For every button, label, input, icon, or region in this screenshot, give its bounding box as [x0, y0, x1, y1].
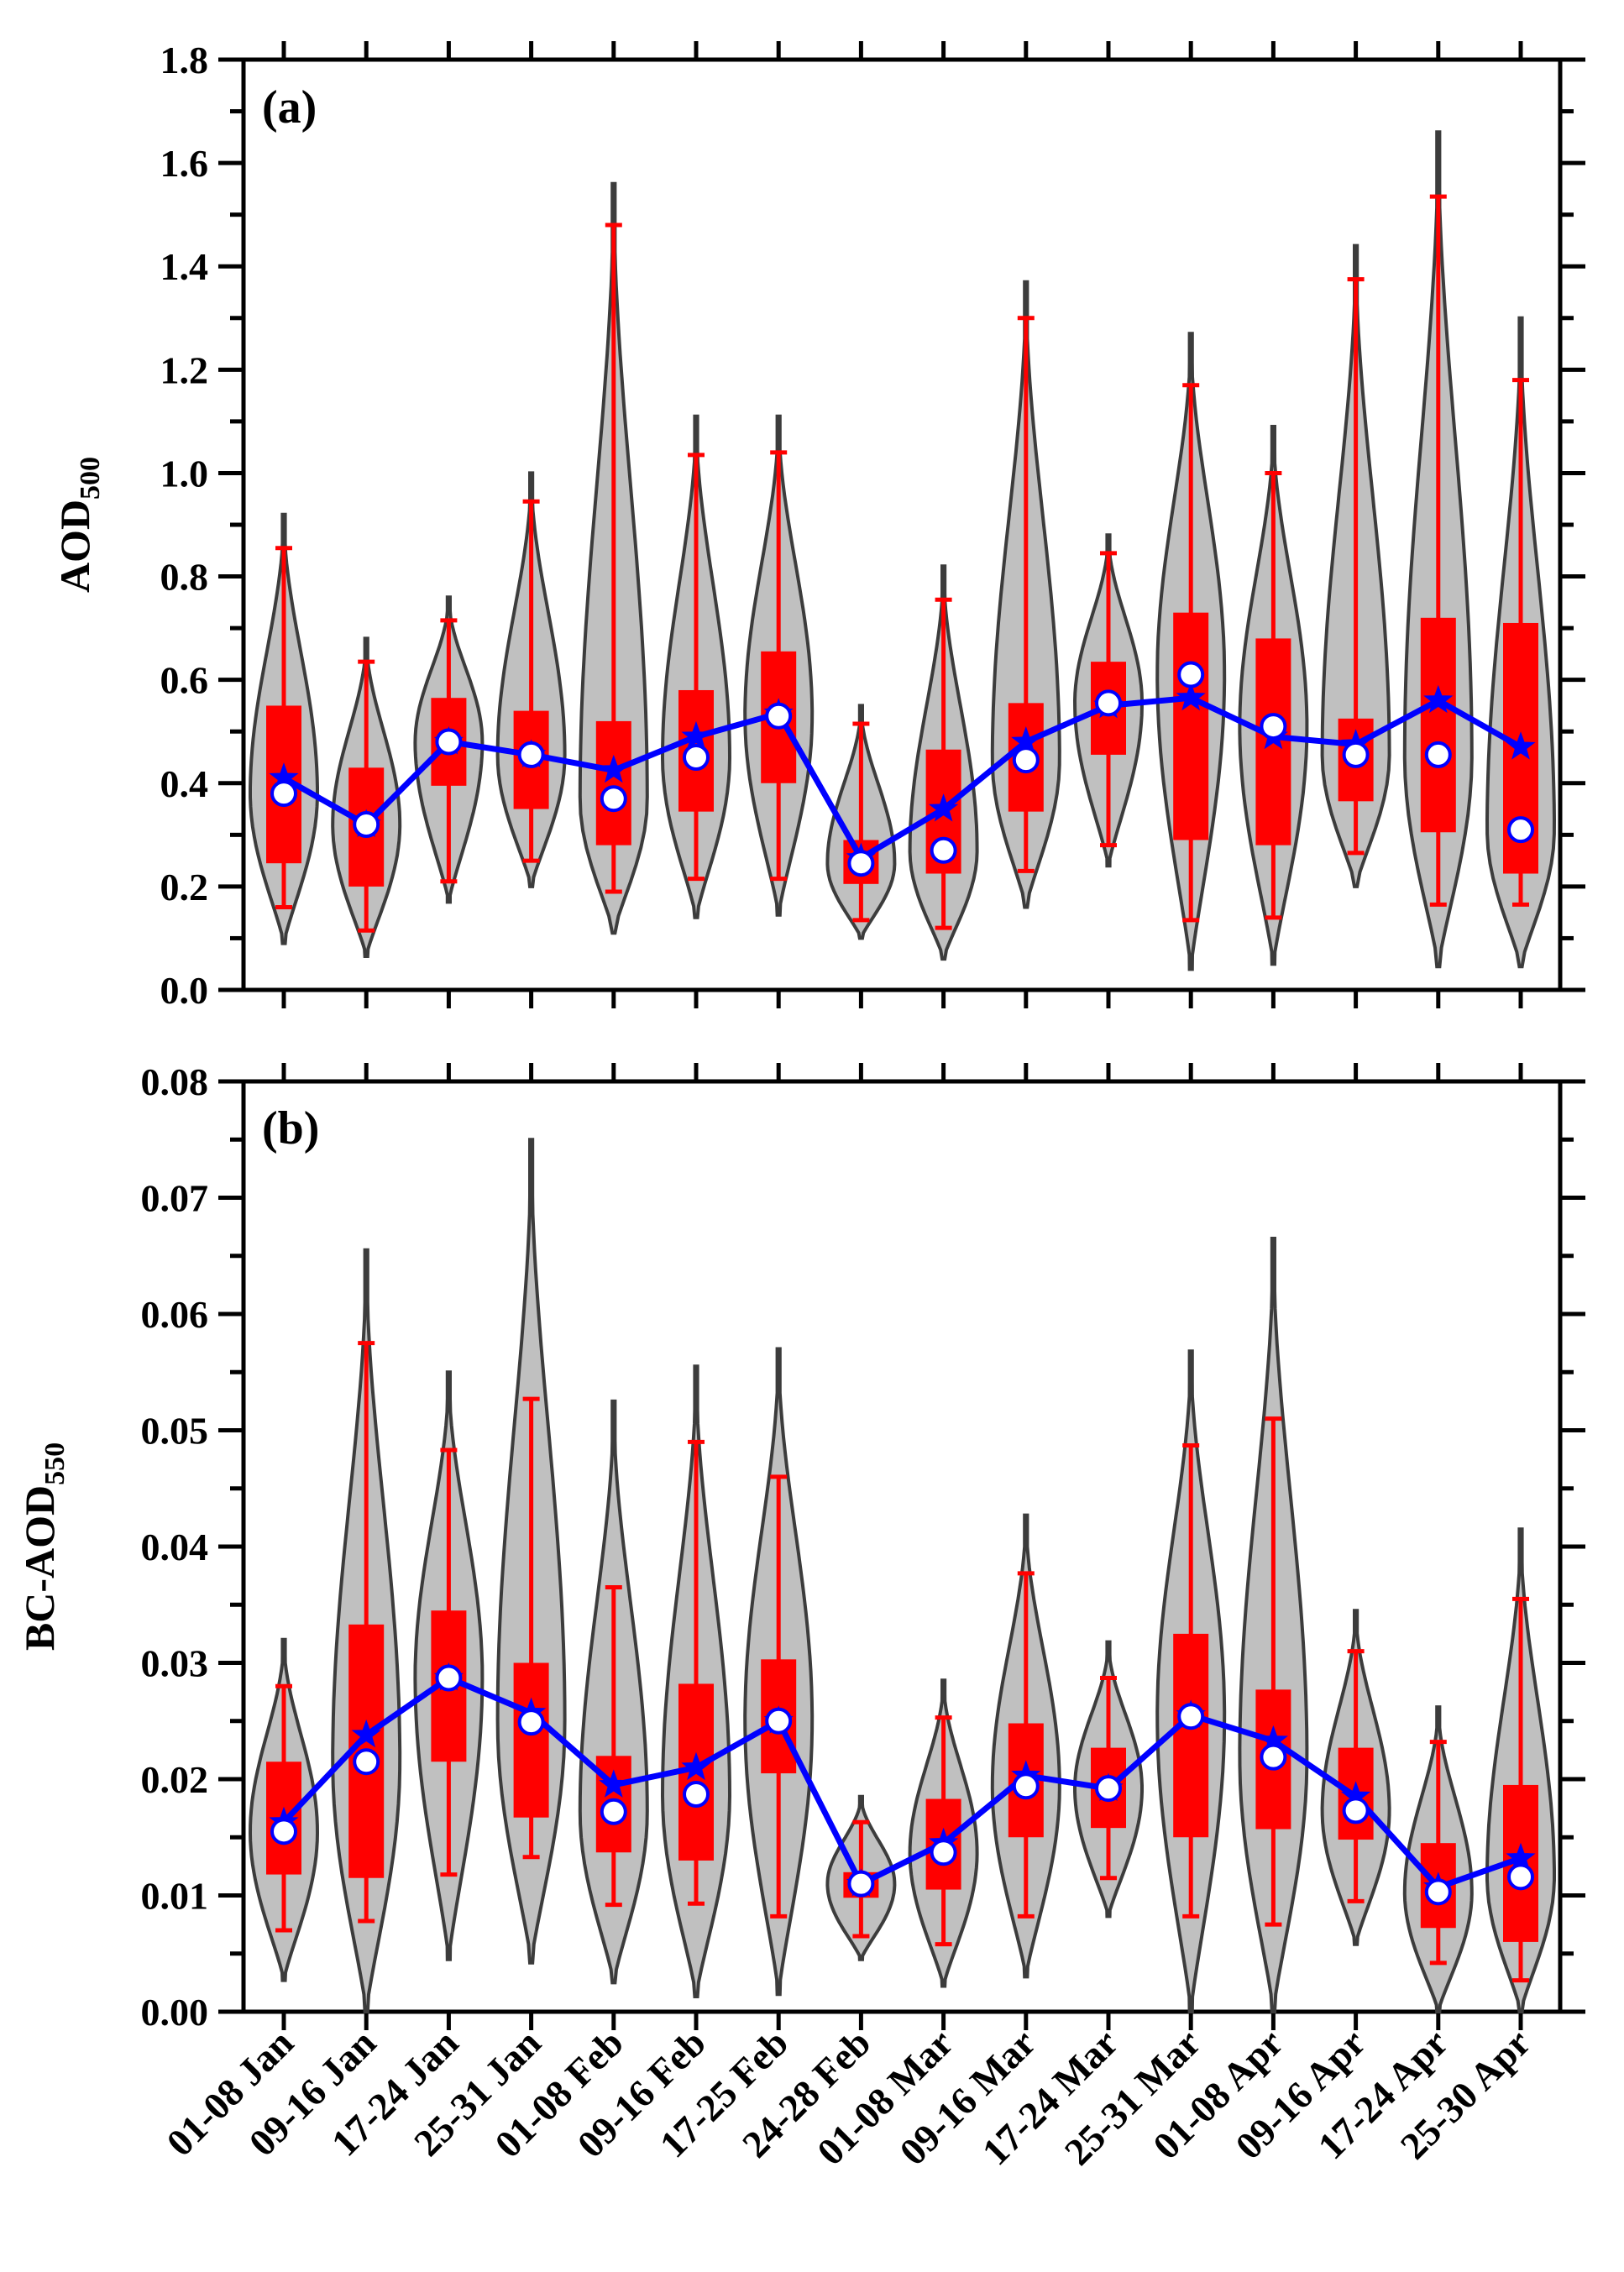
panel-a-label: (a)	[262, 81, 317, 133]
panel-a-mean-line	[282, 694, 1522, 861]
panel-a-plot-area: 0.0 0.2 0.4 0.6 0.8 1.0 1.2 1.4 1.6 1.8	[160, 39, 1585, 1012]
panel-b-mean-line	[281, 1675, 1522, 1891]
panel-a-y-tick-label: 1.2	[160, 348, 209, 391]
panel-b-iqr-box-25-31-jan	[513, 1662, 549, 1818]
panel-b-y-tick-label: 0.02	[141, 1758, 209, 1801]
panel-a-mean-star-17-24-apr	[1423, 684, 1454, 714]
panel-b-median-marker-17-25-feb	[765, 1707, 793, 1735]
panel-a-median-marker-01-08-apr	[1260, 713, 1287, 741]
panel-b-median-marker-01-08-jan	[270, 1818, 297, 1845]
panel-b-mean-star-09-16-feb	[681, 1751, 711, 1781]
panel-a-median-marker-17-24-mar	[1095, 689, 1122, 717]
panel-a-y-tick-label: 0.0	[160, 969, 209, 1012]
panel-b-median-marker-17-24-jan	[435, 1664, 463, 1692]
panel-a-y-tick-label: 1.8	[160, 39, 209, 81]
panel-a-median-marker-17-24-apr	[1424, 741, 1452, 768]
panel-b-label: (b)	[262, 1102, 319, 1154]
panel-a-aod500: 0.0 0.2 0.4 0.6 0.8 1.0 1.2 1.4 1.6 1.8 (a) AOD50…	[51, 39, 1585, 1012]
panel-b-median-marker-01-08-apr	[1260, 1743, 1287, 1771]
panel-b-median-marker-24-28-feb	[847, 1870, 875, 1898]
panel-b-y-axis-title-sub: 550	[39, 1442, 71, 1485]
panel-b-iqr-box-25-31-mar	[1173, 1633, 1209, 1838]
panel-b-y-tick-label: 0.03	[141, 1642, 209, 1685]
panel-b-median-marker-25-31-mar	[1177, 1703, 1205, 1730]
panel-b-median-marker-09-16-mar	[1012, 1772, 1040, 1800]
panel-b-y-axis-title-main: BC-AOD	[16, 1485, 63, 1651]
panel-a-median-marker-17-24-jan	[435, 728, 463, 756]
panel-b-median-marker-17-24-mar	[1095, 1775, 1122, 1803]
panel-b-y-tick-label: 0.01	[141, 1875, 209, 1918]
panel-a-mean-star-25-30-apr	[1506, 731, 1536, 760]
panel-a-iqr-box-01-08-feb	[595, 720, 631, 845]
panel-b-median-marker-01-08-mar	[930, 1839, 957, 1866]
panel-a-iqr-box-25-31-mar	[1173, 612, 1209, 840]
panel-b-median-marker-09-16-apr	[1342, 1797, 1370, 1824]
panel-a-mean-star-09-16-feb	[681, 720, 711, 750]
panel-a-median-marker-25-31-mar	[1177, 661, 1205, 688]
panel-a-y-axis-title-main: AOD	[51, 500, 98, 593]
panel-b-y-tick-label: 0.08	[141, 1060, 209, 1103]
panel-b-plot-area: 0.00 0.01 0.02 0.03 0.04 0.05 0.06 0.07 0.08	[141, 1060, 1585, 2034]
panel-b-y-tick-label: 0.06	[141, 1293, 209, 1336]
panel-b-median-marker-01-08-feb	[600, 1798, 627, 1825]
panel-a-y-axis-title: AOD500	[51, 457, 106, 593]
panel-b-mean-star-01-08-feb	[599, 1769, 629, 1798]
panel-a-median-marker-09-16-jan	[353, 811, 380, 839]
panel-b-median-marker-09-16-feb	[683, 1781, 710, 1809]
panel-b-y-axis-title: BC-AOD550	[16, 1442, 71, 1651]
panel-b-median-marker-17-24-apr	[1424, 1878, 1452, 1906]
panel-a-y-tick-label: 0.6	[160, 659, 209, 702]
panel-b-median-marker-25-30-apr	[1507, 1863, 1534, 1891]
panel-a-median-marker-17-25-feb	[765, 702, 793, 730]
panel-a-y-tick-label: 0.2	[160, 866, 209, 908]
panel-a-iqr-box-17-24-apr	[1420, 617, 1456, 833]
panel-a-median-marker-09-16-mar	[1012, 746, 1040, 774]
panel-a-y-axis-title-sub: 500	[75, 457, 106, 500]
panel-b-median-marker-09-16-jan	[353, 1748, 380, 1776]
panel-a-median-marker-24-28-feb	[847, 850, 875, 877]
panel-a-y-tick-label: 1.6	[160, 142, 209, 185]
panel-b-median-marker-25-31-jan	[517, 1709, 545, 1736]
panel-a-y-tick-label: 0.8	[160, 556, 209, 599]
panel-b-y-tick-label: 0.04	[141, 1526, 209, 1568]
panel-a-mean-star-01-08-feb	[599, 754, 629, 783]
panel-b-y-tick-label: 0.07	[141, 1177, 209, 1220]
panel-a-y-tick-label: 0.4	[160, 762, 209, 805]
panel-a-median-marker-25-31-jan	[517, 741, 545, 768]
panel-a-median-marker-01-08-feb	[600, 785, 627, 813]
panel-a-y-tick-label: 1.4	[160, 245, 209, 288]
panel-a-mean-star-01-08-mar	[929, 793, 959, 822]
panel-b-mean-star-09-16-jan	[351, 1719, 381, 1748]
panel-a-median-marker-01-08-mar	[930, 836, 957, 864]
panel-b-y-tick-label: 0.00	[141, 1991, 209, 2034]
panel-a-mean-star-25-31-mar	[1176, 682, 1206, 711]
panel-a-median-marker-09-16-apr	[1342, 741, 1370, 768]
panel-b-bc-aod550: 0.00 0.01 0.02 0.03 0.04 0.05 0.06 0.07 0.08 (b)…	[16, 1060, 1585, 2034]
panel-a-y-tick-label: 1.0	[160, 452, 209, 495]
panel-a-median-marker-25-30-apr	[1507, 816, 1534, 844]
panel-b-y-tick-label: 0.05	[141, 1410, 209, 1453]
panel-a-median-marker-09-16-feb	[683, 744, 710, 771]
panel-a-median-marker-01-08-jan	[270, 780, 297, 808]
